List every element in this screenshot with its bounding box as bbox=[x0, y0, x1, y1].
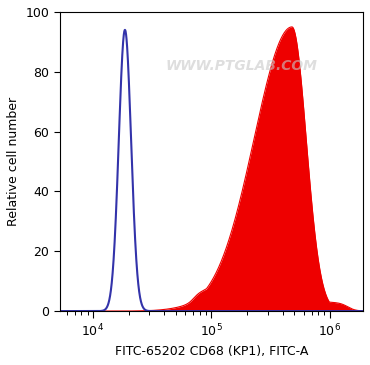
Text: WWW.PTGLAB.COM: WWW.PTGLAB.COM bbox=[166, 59, 318, 73]
X-axis label: FITC-65202 CD68 (KP1), FITC-A: FITC-65202 CD68 (KP1), FITC-A bbox=[115, 345, 308, 358]
Y-axis label: Relative cell number: Relative cell number bbox=[7, 97, 20, 226]
